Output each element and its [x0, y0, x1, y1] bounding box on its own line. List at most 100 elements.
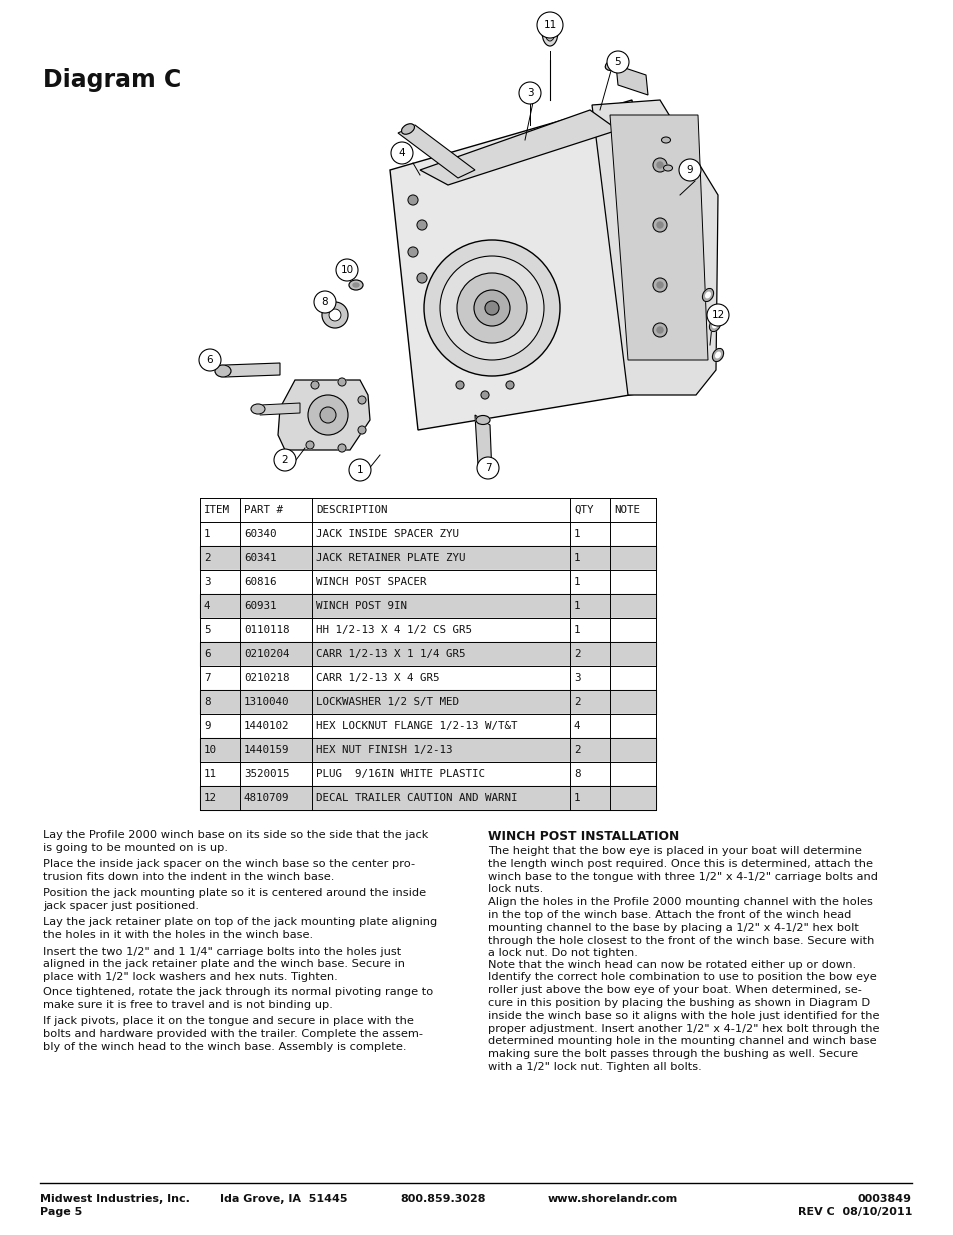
- Text: 1440159: 1440159: [244, 745, 289, 755]
- Text: Midwest Industries, Inc.: Midwest Industries, Inc.: [40, 1194, 190, 1204]
- Text: ITEM: ITEM: [204, 505, 230, 515]
- Text: 0003849: 0003849: [857, 1194, 911, 1204]
- Ellipse shape: [660, 137, 670, 143]
- Circle shape: [391, 142, 413, 164]
- Text: 5: 5: [614, 57, 620, 67]
- Polygon shape: [200, 522, 656, 546]
- Circle shape: [652, 158, 666, 172]
- Polygon shape: [200, 785, 656, 810]
- Ellipse shape: [662, 165, 672, 170]
- Ellipse shape: [349, 280, 363, 290]
- Text: JACK RETAINER PLATE ZYU: JACK RETAINER PLATE ZYU: [315, 553, 465, 563]
- Text: 0210218: 0210218: [244, 673, 289, 683]
- Circle shape: [657, 162, 662, 168]
- Text: 5: 5: [204, 625, 211, 635]
- Text: 8: 8: [574, 769, 579, 779]
- Polygon shape: [200, 690, 656, 714]
- Polygon shape: [475, 415, 492, 475]
- Text: HEX NUT FINISH 1/2-13: HEX NUT FINISH 1/2-13: [315, 745, 452, 755]
- Circle shape: [706, 304, 728, 326]
- Text: DESCRIPTION: DESCRIPTION: [315, 505, 387, 515]
- Text: HH 1/2-13 X 4 1/2 CS GR5: HH 1/2-13 X 4 1/2 CS GR5: [315, 625, 472, 635]
- Text: The height that the bow eye is placed in your boat will determine
the length win: The height that the bow eye is placed in…: [488, 846, 877, 894]
- Ellipse shape: [353, 283, 358, 287]
- Text: 0110118: 0110118: [244, 625, 289, 635]
- Text: 1: 1: [574, 625, 579, 635]
- Circle shape: [456, 382, 463, 389]
- Ellipse shape: [401, 124, 414, 135]
- Polygon shape: [390, 100, 659, 430]
- Circle shape: [306, 441, 314, 450]
- Polygon shape: [200, 571, 656, 594]
- Ellipse shape: [476, 415, 490, 425]
- Polygon shape: [225, 363, 280, 377]
- Text: 6: 6: [207, 354, 213, 366]
- Text: 7: 7: [204, 673, 211, 683]
- Ellipse shape: [712, 322, 717, 327]
- Text: 60340: 60340: [244, 529, 276, 538]
- Text: 8: 8: [204, 697, 211, 706]
- Polygon shape: [419, 110, 618, 185]
- Text: 1: 1: [574, 529, 579, 538]
- Circle shape: [537, 12, 562, 38]
- Text: 4810709: 4810709: [244, 793, 289, 803]
- Polygon shape: [616, 65, 647, 95]
- Text: 1: 1: [574, 553, 579, 563]
- Circle shape: [274, 450, 295, 471]
- Polygon shape: [200, 642, 656, 666]
- Text: Lay the Profile 2000 winch base on its side so the side that the jack
is going t: Lay the Profile 2000 winch base on its s…: [43, 830, 428, 853]
- Text: www.shorelandr.com: www.shorelandr.com: [547, 1194, 678, 1204]
- Ellipse shape: [709, 319, 720, 331]
- Circle shape: [349, 459, 371, 480]
- Circle shape: [322, 303, 348, 329]
- Text: Lay the jack retainer plate on top of the jack mounting plate aligning
the holes: Lay the jack retainer plate on top of th…: [43, 918, 436, 940]
- Text: 2: 2: [574, 697, 579, 706]
- Text: 9: 9: [204, 721, 211, 731]
- Circle shape: [456, 273, 526, 343]
- Text: JACK INSIDE SPACER ZYU: JACK INSIDE SPACER ZYU: [315, 529, 458, 538]
- Ellipse shape: [541, 19, 558, 46]
- Ellipse shape: [701, 289, 713, 301]
- Text: Diagram C: Diagram C: [43, 68, 181, 91]
- Text: Position the jack mounting plate so it is centered around the inside
jack spacer: Position the jack mounting plate so it i…: [43, 888, 426, 911]
- Text: 60931: 60931: [244, 601, 276, 611]
- Text: 4: 4: [398, 148, 405, 158]
- Circle shape: [314, 291, 335, 312]
- Circle shape: [416, 220, 427, 230]
- Text: 800.859.3028: 800.859.3028: [399, 1194, 485, 1204]
- Text: Once tightened, rotate the jack through its normal pivoting range to
make sure i: Once tightened, rotate the jack through …: [43, 987, 433, 1009]
- Text: 12: 12: [711, 310, 724, 320]
- Text: 9: 9: [686, 165, 693, 175]
- Text: HEX LOCKNUT FLANGE 1/2-13 W/T&T: HEX LOCKNUT FLANGE 1/2-13 W/T&T: [315, 721, 517, 731]
- Text: CARR 1/2-13 X 4 GR5: CARR 1/2-13 X 4 GR5: [315, 673, 439, 683]
- Text: WINCH POST 9IN: WINCH POST 9IN: [315, 601, 407, 611]
- Text: 1: 1: [574, 793, 579, 803]
- Ellipse shape: [705, 293, 710, 298]
- Circle shape: [679, 159, 700, 182]
- Text: 2: 2: [574, 650, 579, 659]
- Circle shape: [652, 219, 666, 232]
- Text: 6: 6: [204, 650, 211, 659]
- Circle shape: [480, 391, 489, 399]
- Text: Page 5: Page 5: [40, 1207, 82, 1216]
- Circle shape: [423, 240, 559, 375]
- Circle shape: [335, 259, 357, 282]
- Circle shape: [505, 382, 514, 389]
- Text: 11: 11: [204, 769, 216, 779]
- Circle shape: [311, 382, 318, 389]
- Circle shape: [439, 256, 543, 359]
- Circle shape: [657, 327, 662, 333]
- Circle shape: [652, 324, 666, 337]
- Text: Note that the winch head can now be rotated either up or down.
Identify the corr: Note that the winch head can now be rota…: [488, 960, 879, 1072]
- Circle shape: [337, 445, 346, 452]
- Circle shape: [357, 396, 366, 404]
- Text: 1440102: 1440102: [244, 721, 289, 731]
- Polygon shape: [200, 594, 656, 618]
- Polygon shape: [397, 125, 475, 178]
- Text: 0210204: 0210204: [244, 650, 289, 659]
- Circle shape: [199, 350, 221, 370]
- Text: Insert the two 1/2" and 1 1/4" carriage bolts into the holes just
aligned in the: Insert the two 1/2" and 1 1/4" carriage …: [43, 946, 405, 982]
- Circle shape: [518, 82, 540, 104]
- Circle shape: [416, 273, 427, 283]
- Text: QTY: QTY: [574, 505, 593, 515]
